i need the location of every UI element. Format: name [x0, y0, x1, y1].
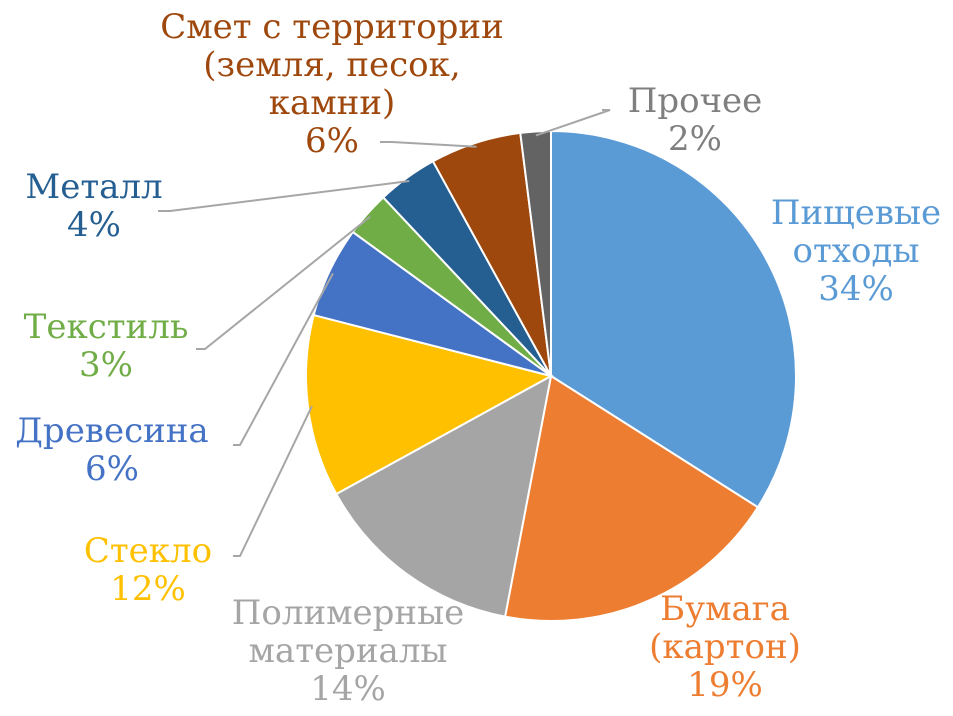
data-label-бумага-картон: Бумага (картон) 19% [649, 589, 801, 705]
labels-group: Пищевые отходы 34% Бумага (картон) 19% Полимер… [15, 7, 941, 709]
leader-line-текстиль [196, 215, 371, 350]
leader-line-смет-с-территории-земля-песок-камни [380, 141, 477, 148]
slices-group [305, 129, 797, 622]
leader-line-металл [158, 180, 410, 212]
data-label-прочее: Прочее 2% [628, 81, 763, 159]
data-label-текстиль: Текстиль 3% [24, 307, 189, 385]
pie-slice-пищевые-отходы [550, 129, 797, 509]
data-label-древесина: Древесина 6% [15, 411, 208, 489]
pie-slice-полимерные-материалы [334, 374, 553, 618]
data-label-стекло: Стекло 12% [84, 531, 212, 609]
data-label-металл: Металл 4% [25, 167, 162, 245]
data-label-смет-с-территории-земля-песок-камни: Смет с территории (земля, песок, камни) 6% [160, 7, 504, 161]
pie-slice-бумага-картон [503, 374, 760, 622]
leader-lines-group [158, 109, 611, 557]
data-label-полимерные-материалы: Полимерные материалы 14% [232, 593, 465, 709]
pie-slice-стекло [305, 313, 554, 496]
leader-line-прочее [535, 109, 611, 137]
data-label-пищевые-отходы: Пищевые отходы 34% [771, 193, 941, 309]
leader-line-стекло [233, 405, 313, 557]
leader-line-древесина [233, 272, 334, 446]
